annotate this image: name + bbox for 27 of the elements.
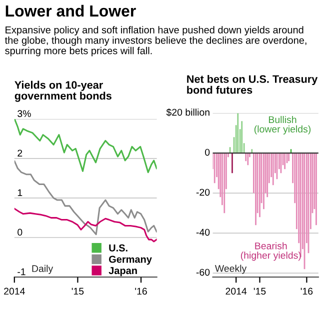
y-tick-label: 0: [18, 228, 22, 236]
y-tick-label: 2: [18, 150, 22, 156]
legend-label: Germany: [109, 256, 152, 265]
x-tick-label: '16: [300, 288, 313, 295]
text: Expansive policy and soft inflation have pushed down yields around the globe, though many investors believe the declines are overdone, spurring more bets prices will fall.: [4, 26, 306, 56]
y-tick-label: $20 billion: [166, 108, 210, 116]
x-tick-label: '15: [72, 288, 84, 295]
x-tick-label: 2014: [4, 288, 25, 295]
annotation: Daily: [32, 264, 54, 274]
legend-label: U.S.: [109, 244, 128, 252]
text: Lower and Lower: [6, 4, 136, 17]
y-tick-label: -60: [196, 268, 210, 276]
y-tick-label: -1: [18, 268, 26, 276]
annotation: Bullish (lower yields): [254, 116, 311, 134]
chart-title: Yields on 10-year government bonds: [14, 80, 112, 102]
x-tick-label: 2014: [226, 288, 247, 295]
y-tick-label: 0: [204, 148, 210, 156]
y-tick-label: -20: [196, 188, 210, 196]
chart-title: Net bets on U.S. Treasury bond futures: [187, 74, 318, 94]
y-tick-label: 1: [18, 189, 22, 196]
y-tick-label: -40: [196, 228, 210, 236]
annotation: Weekly: [214, 264, 247, 274]
x-tick-label: '16: [135, 288, 147, 295]
annotation: Bearish (higher yields): [240, 242, 301, 261]
legend-label: Japan: [108, 267, 137, 276]
x-tick-label: '15: [254, 288, 266, 295]
y-tick-label: 3%: [18, 110, 31, 118]
